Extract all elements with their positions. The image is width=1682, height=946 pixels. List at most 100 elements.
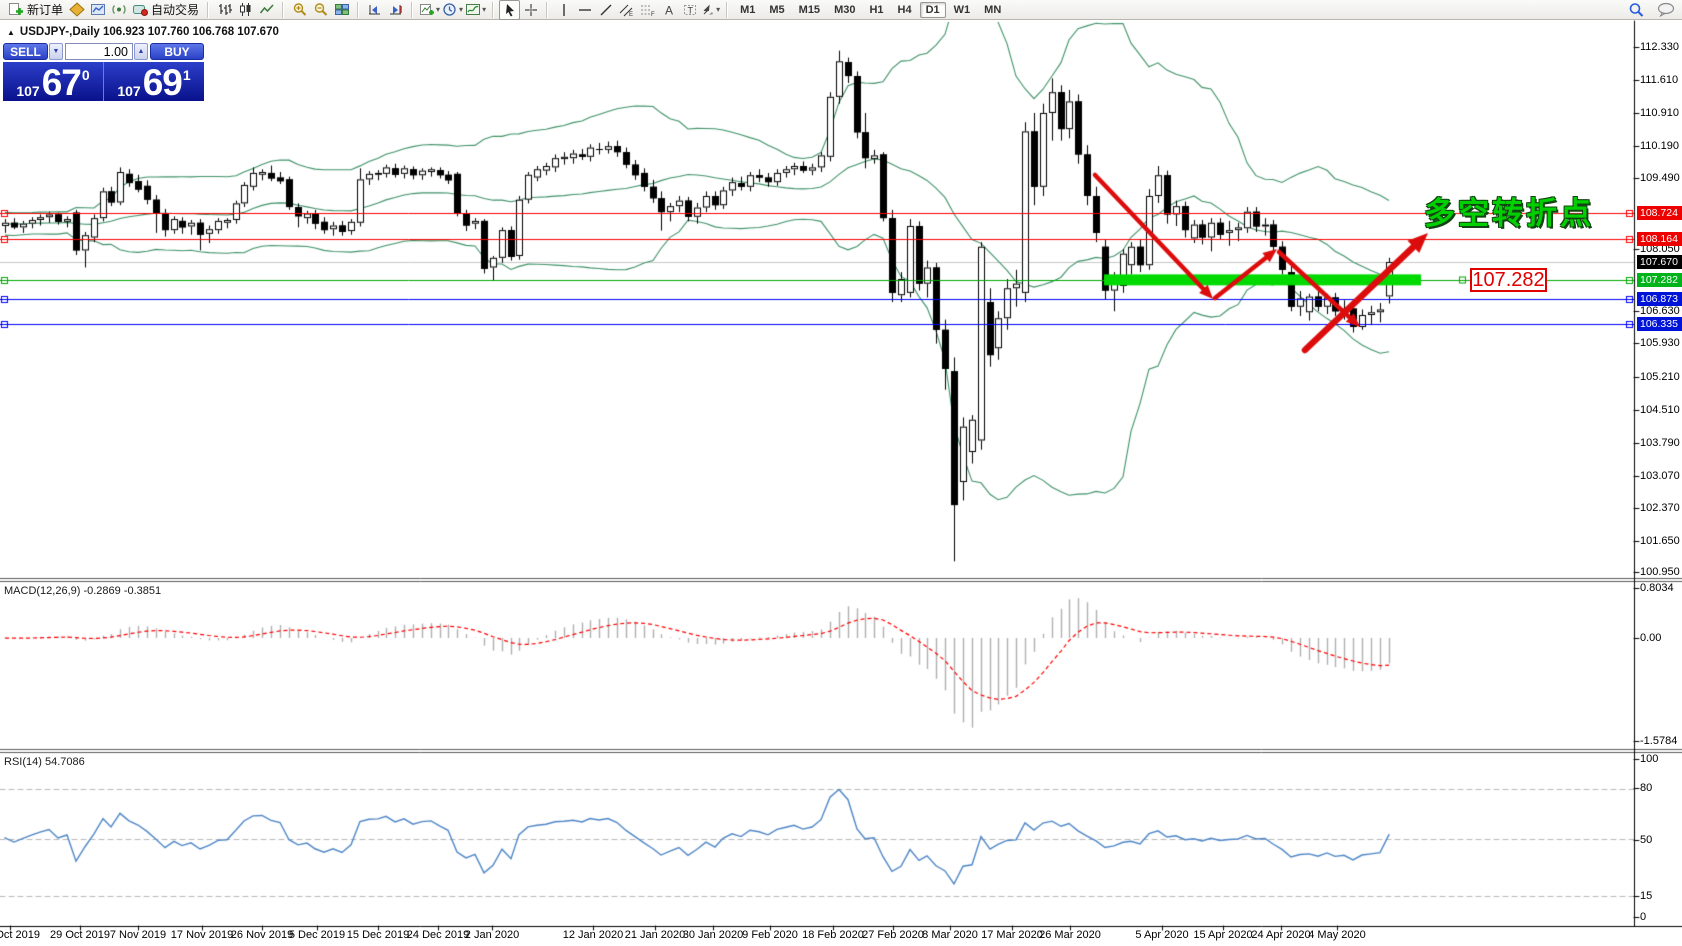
toolbar-separator <box>411 1 414 18</box>
auto-trading-button[interactable] <box>129 0 150 20</box>
date-label: 21 Jan 2020 <box>624 929 686 941</box>
zoom-in-icon[interactable] <box>289 0 310 20</box>
toolbar-separator <box>546 1 549 18</box>
date-label: 24 Apr 2020 <box>1251 929 1311 941</box>
price-callout-label[interactable]: 107.282 <box>1470 268 1547 292</box>
date-label: 8 Mar 2020 <box>922 929 978 941</box>
sell-button[interactable]: SELL <box>3 43 48 60</box>
tile-windows-icon[interactable] <box>331 0 352 20</box>
axis-tick-label: 105.210 <box>1640 371 1680 383</box>
timeframe-button-m5[interactable]: M5 <box>769 3 785 16</box>
svg-text:F: F <box>651 12 655 17</box>
price-badge: 107.282 <box>1637 273 1682 287</box>
triangle-up-icon: ▲ <box>137 48 145 55</box>
date-label: 2 Jan 2020 <box>464 929 520 941</box>
date-label: 5 Dec 2019 <box>288 929 346 941</box>
macd-label: MACD(12,26,9) -0.2869 -0.3851 <box>4 585 162 597</box>
new-order-button[interactable] <box>5 0 26 20</box>
toolbar-separator <box>357 1 360 18</box>
cursor-tool[interactable] <box>499 0 521 20</box>
turning-point-annotation[interactable]: 多空转折点 <box>1424 196 1594 231</box>
timeframe-button-m1[interactable]: M1 <box>740 3 756 16</box>
auto-scroll-icon[interactable] <box>364 0 385 20</box>
text-label-tool[interactable]: T <box>679 0 700 20</box>
buy-price-prefix: 107 <box>117 83 141 99</box>
trade-panel-prices: 107 67 0 107 69 1 <box>3 62 204 101</box>
market-watch-icon[interactable] <box>87 0 108 20</box>
trendline-tool[interactable] <box>595 0 616 20</box>
timeframe-button-h1[interactable]: H1 <box>869 3 884 16</box>
axis-tick-label: 105.930 <box>1640 337 1680 349</box>
search-icon[interactable] <box>1626 0 1647 20</box>
chat-icon[interactable] <box>1655 0 1676 20</box>
text-tool[interactable]: A <box>658 0 679 20</box>
vertical-line-tool[interactable] <box>553 0 574 20</box>
periods-button[interactable]: ▾ <box>441 0 464 20</box>
line-chart-icon[interactable] <box>256 0 277 20</box>
one-click-trading-panel: SELL ▼ ▲ BUY 107 67 0 107 69 1 <box>3 43 204 101</box>
equidistant-channel-tool[interactable]: E <box>616 0 637 20</box>
sell-price-prefix: 107 <box>16 83 40 99</box>
chevron-down-icon: ▾ <box>436 5 441 14</box>
axis-tick-label: 112.330 <box>1640 41 1679 53</box>
timeframe-button-m15[interactable]: M15 <box>798 3 821 16</box>
templates-button[interactable]: ▾ <box>464 0 487 20</box>
date-label: 30 Jan 2020 <box>682 929 744 941</box>
axis-tick-label: 50 <box>1640 834 1653 846</box>
zoom-out-icon[interactable] <box>310 0 331 20</box>
buy-button[interactable]: BUY <box>150 43 204 60</box>
axis-tick-label: 111.610 <box>1640 74 1679 86</box>
svg-text:E: E <box>629 12 633 17</box>
bar-chart-icon[interactable] <box>214 0 235 20</box>
strategy-tester-icon[interactable] <box>108 0 129 20</box>
timeframe-button-w1[interactable]: W1 <box>953 3 971 16</box>
axis-tick-label: 102.370 <box>1640 502 1680 514</box>
axis-tick-label: 15 <box>1640 890 1653 902</box>
axis-tick-label: 0.8034 <box>1640 582 1674 594</box>
volume-increase-button[interactable]: ▲ <box>134 43 148 60</box>
price-badge: 108.724 <box>1637 206 1682 220</box>
date-label: 15 Apr 2020 <box>1193 929 1253 941</box>
date-label: 26 Mar 2020 <box>1039 929 1101 941</box>
toolbar-separator <box>726 1 729 18</box>
fibonacci-tool[interactable]: F <box>637 0 658 20</box>
date-label: 27 Feb 2020 <box>862 929 924 941</box>
candlestick-chart-icon[interactable] <box>235 0 256 20</box>
auto-trading-label[interactable]: 自动交易 <box>151 3 200 17</box>
volume-decrease-button[interactable]: ▼ <box>49 43 63 60</box>
date-label: 17 Nov 2019 <box>170 929 234 941</box>
timeframe-button-m30[interactable]: M30 <box>834 3 856 16</box>
new-order-label[interactable]: 新订单 <box>27 3 64 17</box>
volume-input[interactable] <box>65 43 133 60</box>
trade-panel-header: SELL ▼ ▲ BUY <box>3 43 204 61</box>
symbol-header[interactable]: ▲ USDJPY-,Daily 106.923 107.760 106.768 … <box>7 26 279 38</box>
date-label: 17 Mar 2020 <box>981 929 1043 941</box>
arrows-tool[interactable]: ▾ <box>700 0 721 20</box>
axis-tick-label: 0.00 <box>1640 632 1662 644</box>
toolbar-separator <box>492 1 495 18</box>
chart-shift-icon[interactable] <box>385 0 406 20</box>
toolbar-separator <box>207 1 210 18</box>
axis-tick-label: 101.650 <box>1640 535 1680 547</box>
chevron-down-icon: ▾ <box>459 5 464 14</box>
axis-tick-label: -1.5784 <box>1640 735 1678 747</box>
collapse-icon[interactable]: ▲ <box>7 27 15 37</box>
svg-text:A: A <box>665 3 673 17</box>
buy-price[interactable]: 107 69 1 <box>104 62 204 101</box>
date-label: 9 Feb 2020 <box>742 929 798 941</box>
timeframe-button-h4[interactable]: H4 <box>897 3 912 16</box>
date-label: 20 Oct 2019 <box>0 929 40 941</box>
metaeditor-icon[interactable] <box>66 0 87 20</box>
timeframe-button-d1[interactable]: D1 <box>919 1 946 18</box>
date-label: 12 Jan 2020 <box>562 929 624 941</box>
buy-price-big: 69 <box>142 61 183 103</box>
sell-price[interactable]: 107 67 0 <box>3 62 104 101</box>
timeframe-button-mn[interactable]: MN <box>984 3 1002 16</box>
toolbar: 新订单 自动交易 <box>0 0 1682 20</box>
axis-tick-label: 106.630 <box>1640 305 1680 317</box>
crosshair-tool[interactable] <box>520 0 541 20</box>
symbol-title: USDJPY-,Daily 106.923 107.760 106.768 10… <box>19 26 279 38</box>
indicators-button[interactable]: ▾ <box>418 0 441 20</box>
horizontal-line-tool[interactable] <box>574 0 595 20</box>
